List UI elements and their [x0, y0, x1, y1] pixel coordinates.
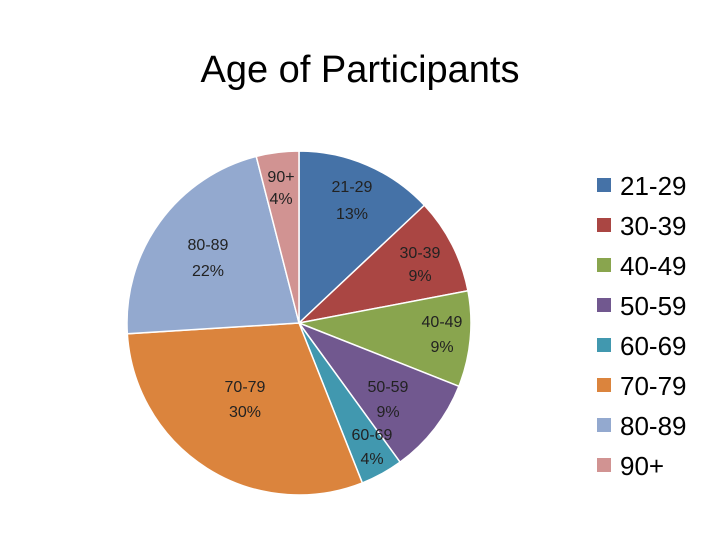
data-label-percent: 9% — [376, 404, 399, 421]
legend-label: 90+ — [620, 451, 664, 481]
data-label-category: 21-29 — [332, 179, 373, 196]
pie-slice-80-89 — [126, 155, 300, 335]
legend: 21-29 30-39 40-49 50-59 60-69 70-79 80-89 90+ — [597, 171, 687, 481]
legend-label: 30-39 — [620, 211, 687, 241]
data-label-percent: 22% — [192, 263, 224, 280]
pie-slice-50-59 — [296, 321, 460, 464]
legend-label: 50-59 — [620, 291, 687, 321]
legend-label: 60-69 — [620, 331, 687, 361]
legend-swatch — [597, 178, 611, 192]
data-label-percent: 13% — [336, 206, 368, 223]
data-labels: 21-29 13% 30-39 9% 40-49 9% 50-59 9% 60-69 4% 70-7… — [188, 169, 463, 468]
data-label-percent: 30% — [229, 404, 261, 421]
chart-title: Age of Participants — [201, 49, 520, 91]
legend-swatch — [597, 378, 611, 392]
pie-slices — [126, 150, 472, 496]
data-label-percent: 9% — [430, 339, 453, 356]
pie-slice-30-39 — [296, 204, 469, 325]
legend-swatch — [597, 258, 611, 272]
data-label-category: 40-49 — [422, 314, 463, 331]
pie-slice-70-79 — [126, 322, 364, 496]
legend-label: 80-89 — [620, 411, 687, 441]
data-label-percent: 4% — [360, 451, 383, 468]
legend-swatch — [597, 338, 611, 352]
data-label-category: 30-39 — [400, 245, 441, 262]
legend-label: 70-79 — [620, 371, 687, 401]
pie-slice-90+ — [255, 150, 300, 324]
data-label-category: 80-89 — [188, 237, 229, 254]
data-label-percent: 9% — [408, 268, 431, 285]
data-label-percent: 4% — [269, 191, 292, 208]
legend-swatch — [597, 418, 611, 432]
legend-label: 40-49 — [620, 251, 687, 281]
data-label-category: 90+ — [267, 169, 294, 186]
legend-swatch — [597, 298, 611, 312]
legend-swatch — [597, 458, 611, 472]
data-label-category: 70-79 — [225, 379, 266, 396]
pie-slice-40-49 — [296, 289, 472, 388]
data-label-category: 60-69 — [352, 427, 393, 444]
legend-swatch — [597, 218, 611, 232]
pie-slice-21-29 — [298, 150, 426, 325]
data-label-category: 50-59 — [368, 379, 409, 396]
legend-label: 21-29 — [620, 171, 687, 201]
